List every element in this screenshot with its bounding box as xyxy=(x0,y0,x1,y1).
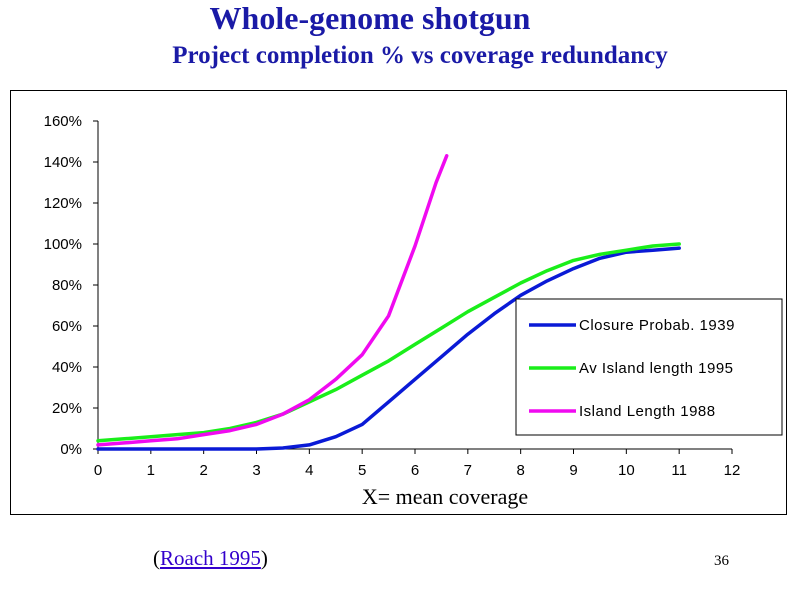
x-tick-label: 0 xyxy=(94,462,102,479)
x-tick-label: 9 xyxy=(569,462,577,479)
slide-title: Whole-genome shotgun xyxy=(209,0,531,36)
y-tick-label: 20% xyxy=(52,400,82,417)
legend-label-3: Island Length 1988 xyxy=(579,403,716,420)
x-tick-label: 2 xyxy=(199,462,207,479)
legend-label-2: Av Island length 1995 xyxy=(579,360,734,377)
y-tick-label: 60% xyxy=(52,318,82,335)
x-tick-label: 12 xyxy=(724,462,741,479)
line-chart: 0%20%40%60%80%100%120%140%160%0 1 2 3 4 5 6 7 8 9… xyxy=(44,113,783,509)
y-tick-label: 160% xyxy=(44,113,82,130)
x-tick-label: 11 xyxy=(671,462,687,479)
x-tick-label: 10 xyxy=(618,462,635,479)
series-line-1 xyxy=(96,246,681,451)
y-tick-label: 100% xyxy=(44,236,82,253)
legend-label-1: Closure Probab. 1939 xyxy=(579,317,735,334)
chart-frame: 0% 20% 40% 60% 80% 100% 120% 140% 160% 0 1 2 3 4 5 6 7 8 9… xyxy=(10,90,787,515)
x-tick-label: 3 xyxy=(252,462,260,479)
page-number: 36 xyxy=(714,553,729,569)
x-axis-label: X= mean coverage xyxy=(362,484,528,509)
y-tick-label: 140% xyxy=(44,154,82,171)
citation-link[interactable]: Roach 1995 xyxy=(160,546,261,570)
citation-close: ) xyxy=(260,546,268,570)
x-tick-label: 7 xyxy=(464,462,472,479)
slide-subtitle: Project completion % vs coverage redunda… xyxy=(172,42,668,69)
citation-open: ( xyxy=(153,546,160,570)
x-tick-label: 6 xyxy=(411,462,419,479)
y-tick-label: 0% xyxy=(60,441,82,458)
x-tick-label: 1 xyxy=(147,462,155,479)
series-line-3 xyxy=(96,154,449,447)
y-tick-label: 40% xyxy=(52,359,82,376)
x-tick-label: 5 xyxy=(358,462,366,479)
citation: (Roach 1995) xyxy=(153,546,268,571)
series-line-2 xyxy=(96,242,681,443)
x-tick-label: 8 xyxy=(516,462,524,479)
y-tick-label: 120% xyxy=(44,195,82,212)
x-tick-label: 4 xyxy=(305,462,313,479)
y-tick-label: 80% xyxy=(52,277,82,294)
